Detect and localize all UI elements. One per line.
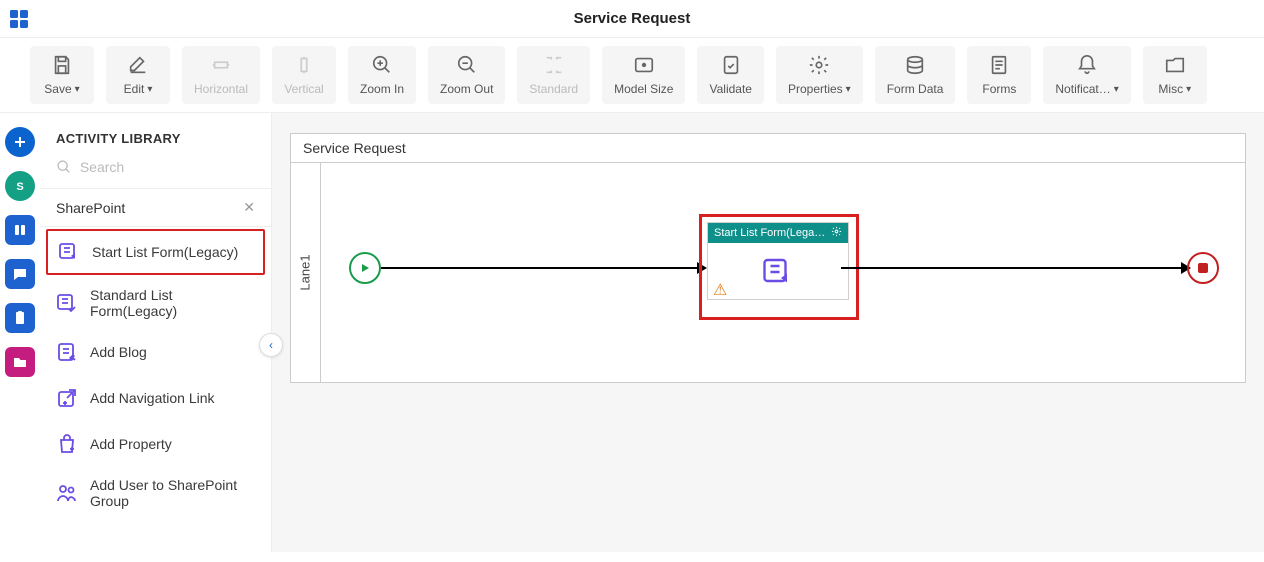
gear-icon[interactable] [831, 226, 842, 240]
activity-label: Add User to SharePoint Group [90, 477, 257, 509]
close-icon[interactable]: ✕ [243, 199, 255, 216]
model-size-label: Model Size [614, 82, 673, 96]
category-row: SharePoint ✕ [40, 189, 271, 227]
canvas-area: Service Request Lane1 Start List Form(Le… [272, 113, 1264, 552]
folder-icon[interactable] [5, 347, 35, 377]
form-data-label: Form Data [887, 82, 944, 96]
properties-label: Properties [788, 82, 843, 96]
activity-library: ACTIVITY LIBRARY SharePoint ✕ Start List… [40, 113, 272, 552]
chevron-down-icon: ▾ [1114, 84, 1119, 95]
end-node[interactable] [1187, 252, 1219, 284]
search-icon [56, 158, 72, 176]
svg-text:S: S [16, 181, 23, 193]
zoom-out-button[interactable]: Zoom Out [428, 46, 505, 104]
validate-button[interactable]: Validate [697, 46, 763, 104]
activity-label: Standard List Form(Legacy) [90, 287, 257, 319]
lane-label: Lane1 [291, 162, 321, 382]
users-icon [54, 480, 80, 506]
task-node[interactable]: Start List Form(Lega… [707, 222, 849, 300]
activity-add-user[interactable]: Add User to SharePoint Group [40, 467, 271, 519]
toolbar: Save▾ Edit▾ Horizontal Vertical Zoom In … [0, 38, 1264, 113]
bag-icon [54, 431, 80, 457]
misc-button[interactable]: Misc▾ [1143, 46, 1207, 104]
horizontal-label: Horizontal [194, 82, 248, 96]
add-icon[interactable] [5, 127, 35, 157]
activity-label: Add Blog [90, 344, 147, 360]
blog-icon [54, 339, 80, 365]
edit-button[interactable]: Edit▾ [106, 46, 170, 104]
chevron-down-icon: ▾ [147, 84, 152, 95]
properties-button[interactable]: Properties▾ [776, 46, 863, 104]
form-data-button[interactable]: Form Data [875, 46, 956, 104]
form-icon [56, 239, 82, 265]
forms-label: Forms [982, 82, 1016, 96]
sharepoint-icon[interactable]: S [5, 171, 35, 201]
task-header: Start List Form(Lega… [708, 223, 848, 243]
collapse-sidebar-button[interactable]: ‹ [259, 333, 283, 357]
search-wrap [40, 154, 271, 189]
start-node[interactable] [349, 252, 381, 284]
warning-icon[interactable]: ⚠ [713, 280, 727, 300]
activity-start-list-form[interactable]: Start List Form(Legacy) [46, 229, 265, 275]
save-label: Save [44, 82, 71, 96]
save-button[interactable]: Save ▾ [30, 46, 94, 104]
edge [841, 267, 1187, 269]
column-icon[interactable] [5, 215, 35, 245]
activity-standard-list-form[interactable]: Standard List Form(Legacy) [40, 277, 271, 329]
left-rail: S [0, 113, 40, 552]
notifications-label: Notificat… [1055, 82, 1110, 96]
standard-label: Standard [529, 82, 578, 96]
zoom-in-button[interactable]: Zoom In [348, 46, 416, 104]
vertical-button: Vertical [272, 46, 336, 104]
chevron-down-icon: ▾ [75, 84, 80, 95]
process-canvas[interactable]: Service Request Lane1 Start List Form(Le… [290, 133, 1246, 383]
edit-label: Edit [124, 82, 145, 96]
category-label: SharePoint [56, 200, 125, 216]
search-input[interactable] [80, 159, 255, 175]
task-label: Start List Form(Lega… [714, 227, 825, 239]
clipboard-icon[interactable] [5, 303, 35, 333]
activity-label: Start List Form(Legacy) [92, 244, 238, 260]
canvas-title: Service Request [291, 134, 1245, 163]
page-title: Service Request [38, 10, 1226, 27]
validate-label: Validate [709, 82, 751, 96]
activity-label: Add Property [90, 436, 172, 452]
header-bar: Service Request [0, 0, 1264, 38]
activity-add-blog[interactable]: Add Blog [40, 329, 271, 375]
zoom-in-label: Zoom In [360, 82, 404, 96]
link-icon [54, 385, 80, 411]
zoom-out-label: Zoom Out [440, 82, 493, 96]
activity-add-nav-link[interactable]: Add Navigation Link [40, 375, 271, 421]
task-body [708, 243, 848, 301]
notifications-button[interactable]: Notificat… ▾ [1043, 46, 1130, 104]
forms-button[interactable]: Forms [967, 46, 1031, 104]
model-size-button[interactable]: Model Size [602, 46, 685, 104]
chevron-down-icon: ▾ [846, 84, 851, 95]
activity-add-property[interactable]: Add Property [40, 421, 271, 467]
horizontal-button: Horizontal [182, 46, 260, 104]
activity-label: Add Navigation Link [90, 390, 215, 406]
apps-icon[interactable] [0, 9, 38, 29]
chat-icon[interactable] [5, 259, 35, 289]
library-title: ACTIVITY LIBRARY [40, 113, 271, 154]
edge [381, 267, 701, 269]
chevron-down-icon: ▾ [1186, 84, 1191, 95]
misc-label: Misc [1158, 82, 1183, 96]
vertical-label: Vertical [284, 82, 323, 96]
standard-button: Standard [517, 46, 590, 104]
form-check-icon [54, 290, 80, 316]
